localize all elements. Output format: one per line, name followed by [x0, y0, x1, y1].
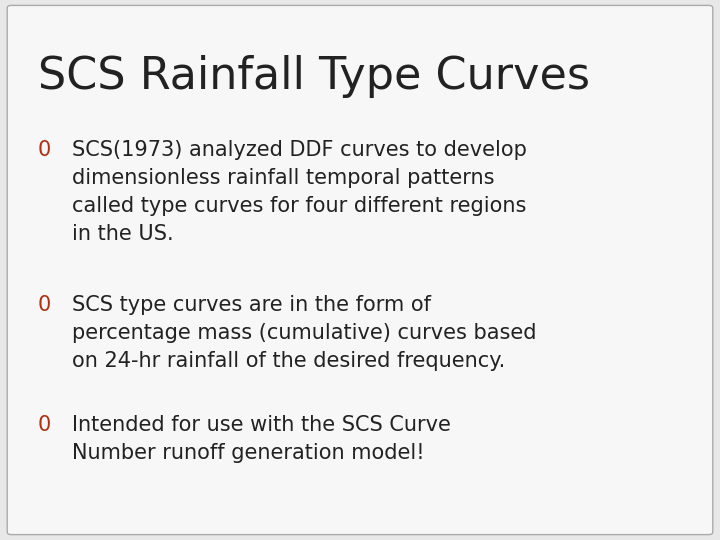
Text: percentage mass (cumulative) curves based: percentage mass (cumulative) curves base… [72, 323, 536, 343]
Text: 0: 0 [38, 415, 51, 435]
Text: on 24-hr rainfall of the desired frequency.: on 24-hr rainfall of the desired frequen… [72, 351, 505, 371]
Text: dimensionless rainfall temporal patterns: dimensionless rainfall temporal patterns [72, 168, 495, 188]
Text: SCS Rainfall Type Curves: SCS Rainfall Type Curves [38, 55, 590, 98]
Text: SCS(1973) analyzed DDF curves to develop: SCS(1973) analyzed DDF curves to develop [72, 140, 527, 160]
Text: Intended for use with the SCS Curve: Intended for use with the SCS Curve [72, 415, 451, 435]
Text: 0: 0 [38, 140, 51, 160]
Text: SCS type curves are in the form of: SCS type curves are in the form of [72, 295, 431, 315]
Text: called type curves for four different regions: called type curves for four different re… [72, 196, 526, 216]
Text: 0: 0 [38, 295, 51, 315]
Text: Number runoff generation model!: Number runoff generation model! [72, 443, 425, 463]
Text: in the US.: in the US. [72, 224, 174, 244]
